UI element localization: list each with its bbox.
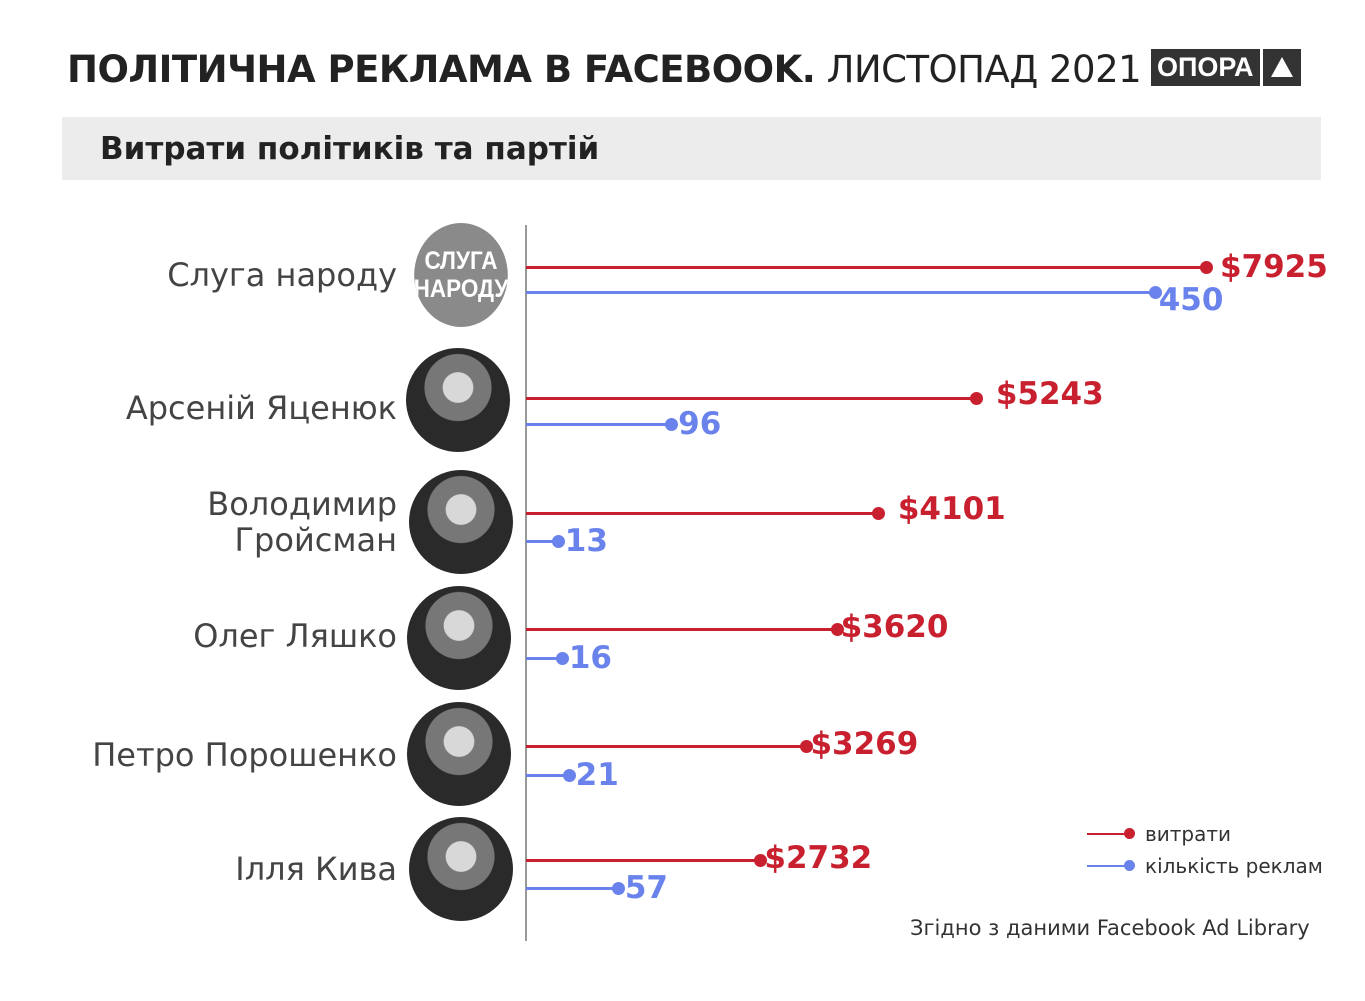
triangle-icon [1262,49,1301,86]
legend-label: витрати [1145,822,1232,846]
spend-label: $2732 [764,840,873,876]
category-label: Володимир Гройсман [207,485,397,559]
party-logo: СЛУГА НАРОДУ [414,223,508,327]
subtitle: Витрати політиків та партій [100,131,600,167]
spend-bar [526,266,1206,269]
spend-dot [1199,261,1213,274]
ads-dot [551,535,565,548]
title-date: ЛИСТОПАД 2021 [826,48,1142,91]
ads-label: 16 [568,640,612,676]
spend-label: $3620 [840,609,949,645]
category-label: Арсеній Яценюк [125,389,397,427]
ads-bar [526,657,562,660]
spend-label: $3269 [810,726,919,762]
axis-line [525,225,527,941]
ads-bar [526,291,1155,294]
ads-dot [611,882,625,895]
ads-bar [526,540,558,543]
ads-label: 450 [1158,282,1224,318]
politician-photo [406,348,510,452]
category-label: Петро Порошенко [92,736,397,774]
spend-dot [800,740,814,753]
opora-logo: ОПОРА [1151,49,1301,86]
legend-label: кількість реклам [1145,854,1323,878]
politician-photo [407,702,511,806]
title-bold: ПОЛІТИЧНА РЕКЛАМА В FACEBOOK. [67,48,816,91]
spend-bar [526,745,807,748]
spend-bar [526,512,878,515]
politician-photo [409,470,513,574]
spend-bar [526,628,837,631]
spend-bar [526,859,761,862]
page-title: ПОЛІТИЧНА РЕКЛАМА В FACEBOOK. ЛИСТОПАД 2… [67,48,1142,91]
spend-dot [830,623,844,636]
spend-bar [526,397,976,400]
ads-label: 96 [678,406,722,442]
subtitle-band: Витрати політиків та партій [62,117,1321,180]
spend-label: $7925 [1219,249,1328,285]
ads-dot [1148,286,1162,299]
ads-label: 13 [564,523,608,559]
ads-label: 21 [575,757,619,793]
spend-dot [754,854,768,867]
spend-label: $4101 [897,491,1006,527]
category-label: Слуга народу [167,256,397,294]
politician-photo [409,817,513,921]
ads-label: 57 [624,870,668,906]
logo-text: ОПОРА [1151,49,1260,86]
ads-bar [526,774,569,777]
politician-photo [407,586,511,690]
ads-dot [555,652,569,665]
ads-bar [526,423,672,426]
ads-bar [526,887,618,890]
source-note: Згідно з даними Facebook Ad Library [910,916,1310,940]
ads-dot [562,769,576,782]
spend-dot [871,507,885,520]
category-label: Олег Ляшко [193,617,397,655]
spend-dot [969,392,983,405]
category-label: Ілля Кива [235,850,397,888]
ads-dot [665,418,679,431]
spend-label: $5243 [995,376,1104,412]
